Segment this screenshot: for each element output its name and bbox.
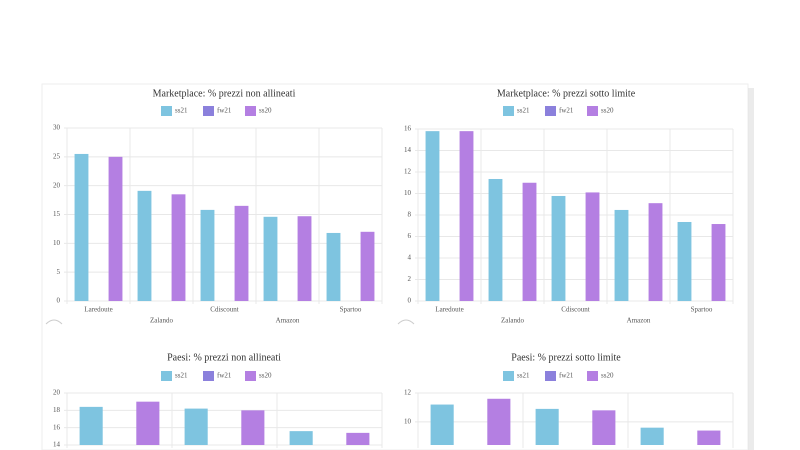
y-tick-label: 14 bbox=[53, 441, 61, 449]
y-tick-label: 0 bbox=[408, 297, 412, 305]
bar bbox=[108, 156, 123, 301]
legend-label: ss20 bbox=[601, 107, 614, 115]
bar bbox=[677, 221, 692, 301]
legend-swatch bbox=[503, 371, 514, 381]
bar bbox=[184, 408, 208, 445]
bar bbox=[346, 432, 370, 445]
bar bbox=[585, 192, 600, 301]
bar bbox=[200, 209, 215, 301]
y-tick-label: 10 bbox=[404, 189, 412, 197]
chart-title: Marketplace: % prezzi sotto limite bbox=[497, 88, 636, 99]
y-tick-label: 0 bbox=[57, 297, 61, 305]
bar bbox=[171, 194, 186, 301]
y-tick-label: 16 bbox=[404, 125, 412, 133]
x-tick-label: Spartoo bbox=[691, 306, 713, 314]
chart-title: Paesi: % prezzi sotto limite bbox=[511, 352, 621, 363]
bar bbox=[136, 401, 160, 445]
legend-label: ss20 bbox=[601, 372, 614, 380]
legend-swatch bbox=[545, 371, 556, 381]
bar bbox=[459, 131, 474, 301]
legend-label: fw21 bbox=[559, 107, 574, 115]
y-tick-label: 12 bbox=[404, 389, 412, 397]
y-tick-label: 20 bbox=[53, 389, 61, 397]
legend-swatch bbox=[587, 106, 598, 116]
x-tick-label: Zalando bbox=[501, 317, 524, 325]
bar bbox=[640, 427, 664, 445]
bar bbox=[488, 178, 503, 301]
bar bbox=[79, 406, 103, 445]
bar bbox=[326, 232, 341, 301]
bar bbox=[711, 224, 726, 301]
x-tick-label: Laredoute bbox=[435, 306, 463, 314]
bar bbox=[263, 216, 278, 301]
legend-label: ss21 bbox=[517, 372, 530, 380]
legend-label: fw21 bbox=[559, 372, 574, 380]
x-tick-label: Cdiscount bbox=[210, 306, 238, 314]
legend-swatch bbox=[245, 106, 256, 116]
y-tick-label: 4 bbox=[408, 254, 412, 262]
y-tick-label: 10 bbox=[53, 239, 61, 247]
legend-swatch bbox=[161, 106, 172, 116]
legend-label: fw21 bbox=[217, 107, 232, 115]
bar bbox=[74, 153, 89, 301]
bar bbox=[551, 195, 566, 301]
bar bbox=[592, 410, 616, 445]
y-tick-label: 18 bbox=[53, 406, 61, 414]
bar bbox=[241, 410, 265, 445]
panel bbox=[41, 83, 749, 450]
bar bbox=[697, 430, 721, 445]
legend-swatch bbox=[245, 371, 256, 381]
bar bbox=[360, 231, 375, 301]
y-tick-label: 20 bbox=[53, 181, 61, 189]
bar bbox=[614, 209, 629, 301]
legend-label: ss20 bbox=[259, 372, 272, 380]
legend-swatch bbox=[545, 106, 556, 116]
y-tick-label: 6 bbox=[408, 232, 412, 240]
legend-label: ss20 bbox=[259, 107, 272, 115]
chart-title: Marketplace: % prezzi non allineati bbox=[153, 88, 296, 99]
legend-swatch bbox=[203, 371, 214, 381]
y-tick-label: 30 bbox=[53, 124, 61, 132]
panel-shadow bbox=[748, 88, 754, 450]
legend-swatch bbox=[587, 371, 598, 381]
bar bbox=[522, 182, 537, 301]
bar bbox=[535, 408, 559, 445]
x-tick-label: Cdiscount bbox=[561, 306, 589, 314]
bar bbox=[297, 216, 312, 301]
bar bbox=[648, 203, 663, 301]
icon bbox=[45, 319, 63, 325]
x-tick-label: Amazon bbox=[276, 317, 300, 325]
x-tick-label: Laredoute bbox=[84, 306, 112, 314]
y-tick-label: 2 bbox=[408, 275, 412, 283]
legend-label: ss21 bbox=[517, 107, 530, 115]
bar bbox=[289, 431, 313, 445]
y-tick-label: 5 bbox=[57, 268, 61, 276]
bar bbox=[430, 404, 454, 445]
y-tick-label: 10 bbox=[404, 417, 412, 425]
legend-swatch bbox=[203, 106, 214, 116]
legend-label: ss21 bbox=[175, 372, 188, 380]
x-tick-label: Zalando bbox=[150, 317, 173, 325]
legend-label: ss21 bbox=[175, 107, 188, 115]
x-tick-label: Spartoo bbox=[340, 306, 362, 314]
y-tick-label: 16 bbox=[53, 423, 61, 431]
chart-title: Paesi: % prezzi non allineati bbox=[167, 352, 281, 363]
y-tick-label: 14 bbox=[404, 146, 412, 154]
y-tick-label: 12 bbox=[404, 168, 412, 176]
bar bbox=[234, 205, 249, 301]
legend-swatch bbox=[161, 371, 172, 381]
legend-swatch bbox=[503, 106, 514, 116]
x-tick-label: Amazon bbox=[627, 317, 651, 325]
bar bbox=[425, 131, 440, 301]
y-tick-label: 25 bbox=[53, 152, 61, 160]
legend-label: fw21 bbox=[217, 372, 232, 380]
bar bbox=[137, 190, 152, 301]
icon bbox=[397, 319, 415, 325]
bar bbox=[487, 398, 511, 445]
y-tick-label: 8 bbox=[408, 211, 412, 219]
y-tick-label: 15 bbox=[53, 210, 61, 218]
